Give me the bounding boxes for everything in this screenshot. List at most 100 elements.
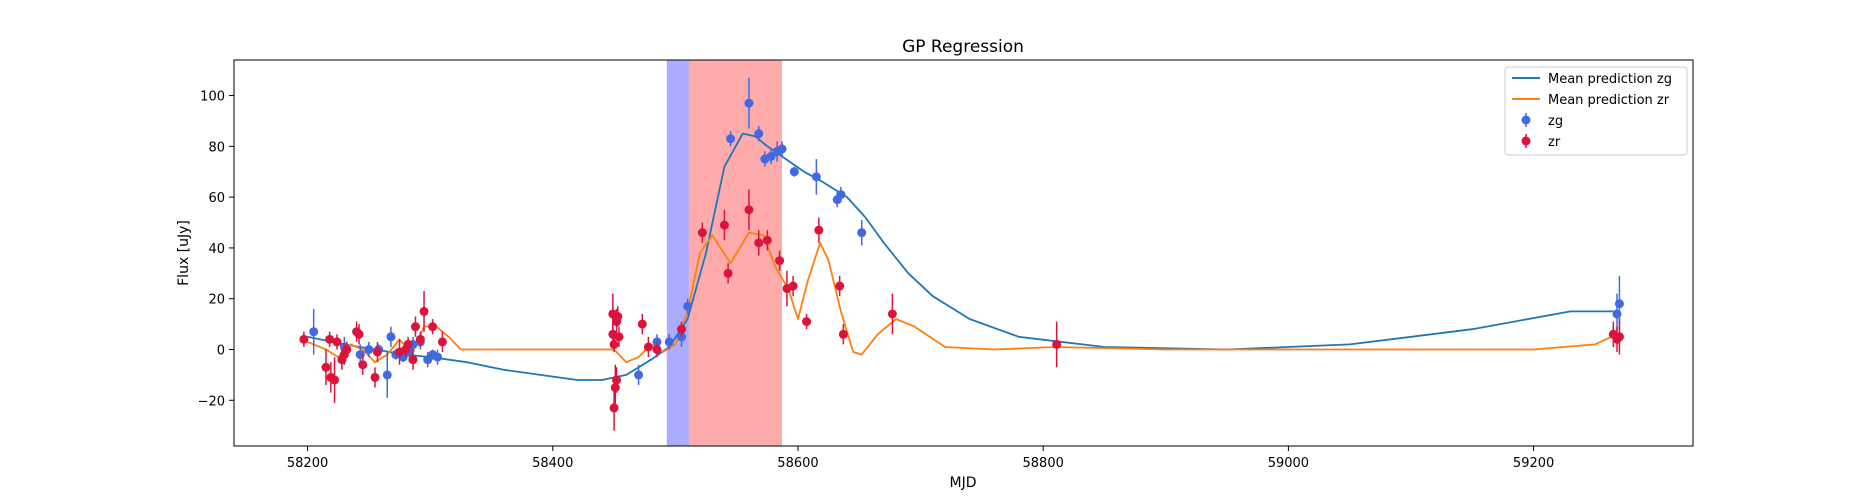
marker bbox=[677, 324, 687, 334]
point-zr bbox=[299, 331, 309, 347]
marker bbox=[433, 352, 443, 362]
point-zr bbox=[428, 319, 438, 335]
point-zr bbox=[835, 275, 845, 297]
point-zg bbox=[309, 308, 319, 355]
marker bbox=[1614, 332, 1624, 342]
blue-band bbox=[666, 60, 689, 446]
marker bbox=[614, 332, 624, 342]
marker bbox=[382, 370, 392, 380]
point-zr bbox=[697, 222, 707, 243]
marker bbox=[754, 238, 764, 248]
legend-label: Mean prediction zr bbox=[1548, 93, 1670, 108]
point-zr bbox=[330, 357, 340, 403]
point-zr bbox=[1052, 321, 1062, 368]
y-tick-label: 100 bbox=[200, 90, 225, 105]
point-zr bbox=[609, 336, 619, 353]
point-zr bbox=[403, 336, 413, 353]
marker bbox=[609, 339, 619, 349]
point-zr bbox=[408, 349, 418, 370]
marker bbox=[419, 306, 429, 316]
y-tick-label: −20 bbox=[198, 394, 225, 409]
y-axis: −20 0 20 40 60 80 100 bbox=[198, 90, 234, 409]
point-zr bbox=[744, 189, 754, 231]
marker bbox=[610, 383, 620, 393]
point-zr bbox=[609, 385, 619, 431]
legend-marker-swatch bbox=[1521, 115, 1531, 125]
point-zr bbox=[788, 275, 798, 297]
marker bbox=[857, 228, 867, 238]
point-zg bbox=[683, 298, 693, 314]
marker bbox=[1614, 299, 1624, 309]
marker bbox=[637, 319, 647, 329]
point-zr bbox=[410, 316, 420, 337]
marker bbox=[835, 281, 845, 291]
data-points bbox=[299, 77, 1624, 431]
point-zg bbox=[364, 341, 374, 358]
point-zr bbox=[325, 331, 335, 347]
marker bbox=[664, 337, 674, 347]
point-zr bbox=[332, 334, 342, 350]
point-zg bbox=[766, 148, 776, 165]
legend: Mean prediction zg Mean prediction zr zg zr bbox=[1504, 66, 1688, 156]
point-zr bbox=[342, 341, 352, 358]
point-zr bbox=[612, 367, 622, 393]
marker bbox=[403, 339, 413, 349]
point-zr bbox=[802, 313, 812, 330]
y-tick-label: 60 bbox=[208, 191, 225, 206]
marker bbox=[788, 281, 798, 291]
point-zr bbox=[372, 341, 382, 363]
marker bbox=[766, 152, 776, 161]
marker bbox=[723, 268, 733, 278]
marker bbox=[836, 190, 846, 200]
marker bbox=[683, 301, 693, 311]
marker bbox=[372, 347, 382, 357]
marker bbox=[354, 329, 364, 339]
marker bbox=[775, 256, 785, 266]
y-tick-label: 40 bbox=[208, 242, 225, 257]
marker bbox=[814, 225, 824, 235]
marker bbox=[887, 309, 897, 319]
marker bbox=[428, 322, 438, 332]
x-tick-label: 58800 bbox=[1023, 456, 1064, 471]
point-zr bbox=[613, 306, 623, 327]
legend-label: zr bbox=[1548, 135, 1561, 150]
x-axis: 58200 58400 58600 58800 59000 59200 bbox=[287, 446, 1554, 471]
marker bbox=[609, 403, 619, 413]
marker bbox=[789, 167, 799, 177]
x-tick-label: 58400 bbox=[532, 456, 573, 471]
marker bbox=[754, 129, 764, 139]
marker bbox=[697, 228, 707, 238]
point-zr bbox=[754, 230, 764, 256]
marker bbox=[811, 172, 821, 182]
marker bbox=[370, 372, 380, 382]
marker bbox=[330, 375, 340, 385]
legend-label: Mean prediction zg bbox=[1548, 72, 1672, 87]
shaded-regions bbox=[666, 60, 783, 446]
point-zg bbox=[811, 159, 821, 195]
point-zr bbox=[1614, 319, 1624, 355]
y-axis-label: Flux [uJy] bbox=[176, 220, 192, 286]
point-zr bbox=[643, 336, 653, 358]
marker bbox=[437, 337, 447, 347]
point-zg bbox=[382, 352, 392, 398]
point-zr bbox=[814, 217, 824, 243]
marker bbox=[612, 375, 622, 385]
marker bbox=[309, 327, 319, 337]
marker bbox=[325, 334, 335, 344]
point-zg bbox=[789, 166, 799, 177]
point-zr bbox=[637, 313, 647, 335]
marker bbox=[408, 355, 418, 365]
marker bbox=[634, 370, 644, 380]
marker bbox=[744, 205, 754, 215]
point-zr bbox=[775, 250, 785, 271]
point-zr bbox=[677, 321, 687, 337]
marker bbox=[802, 317, 812, 327]
red-band bbox=[688, 60, 783, 446]
marker bbox=[777, 144, 787, 154]
point-zr bbox=[358, 354, 368, 375]
marker bbox=[838, 329, 848, 339]
x-tick-label: 58200 bbox=[287, 456, 328, 471]
point-zg bbox=[754, 126, 764, 142]
point-zg bbox=[744, 77, 754, 129]
